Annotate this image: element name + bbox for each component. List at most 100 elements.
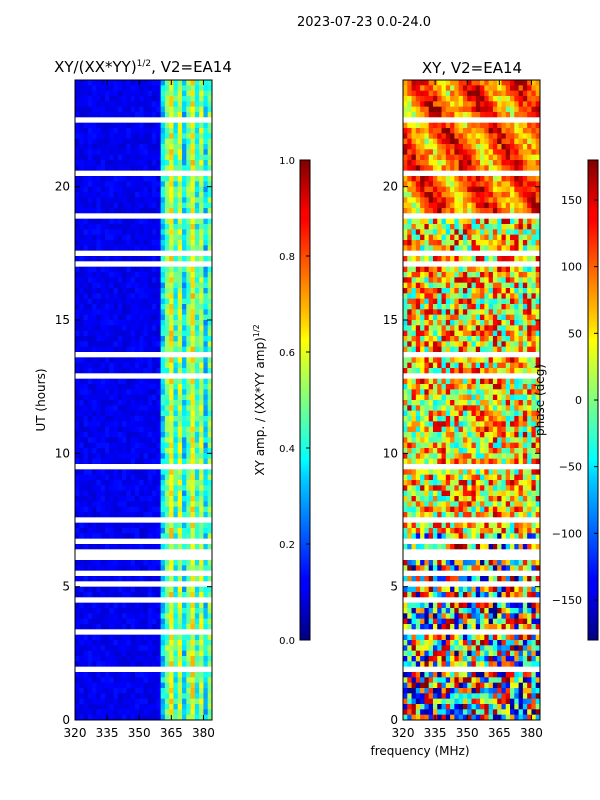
heatmap-cell: [203, 314, 209, 321]
heatmap-cell: [156, 400, 162, 406]
heatmap-cell: [199, 592, 204, 598]
heatmap-cell: [79, 400, 84, 406]
heatmap-cell: [492, 181, 498, 188]
heatmap-cell: [117, 117, 123, 124]
heatmap-cell: [164, 378, 170, 385]
heatmap-cell: [194, 640, 200, 646]
heatmap-cell: [87, 602, 93, 609]
heatmap-cell: [92, 117, 97, 124]
heatmap-cell: [117, 682, 123, 689]
heatmap-cell: [126, 421, 132, 428]
heatmap-cell: [109, 597, 114, 604]
heatmap-cell: [83, 634, 89, 641]
heatmap-cell: [143, 474, 149, 481]
heatmap-cell: [527, 202, 532, 209]
heatmap-cell: [186, 576, 191, 582]
heatmap-cell: [122, 122, 127, 129]
heatmap-cell: [169, 384, 174, 390]
heatmap-cell: [450, 165, 455, 172]
heatmap-cell: [130, 293, 136, 300]
heatmap-cell: [100, 426, 106, 433]
heatmap-cell: [471, 96, 477, 102]
heatmap-cell: [203, 176, 209, 182]
heatmap-cell: [160, 640, 166, 646]
heatmap-cell: [152, 277, 157, 284]
heatmap-cell: [79, 144, 84, 150]
heatmap-cell: [411, 170, 417, 177]
heatmap-cell: [186, 112, 191, 118]
heatmap-cell: [437, 133, 442, 140]
heatmap-cell: [113, 250, 119, 257]
heatmap-cell: [432, 149, 438, 156]
heatmap-cell: [199, 293, 204, 300]
heatmap-cell: [177, 570, 183, 577]
heatmap-cell: [109, 394, 114, 401]
heatmap-cell: [462, 112, 468, 118]
heatmap-cell: [87, 176, 93, 182]
heatmap-cell: [160, 85, 166, 92]
heatmap-cell: [164, 266, 170, 273]
heatmap-cell: [147, 368, 153, 374]
heatmap-cell: [471, 128, 477, 134]
heatmap-cell: [122, 170, 127, 177]
heatmap-cell: [109, 549, 114, 556]
heatmap-cell: [203, 112, 209, 118]
heatmap-cell: [147, 181, 153, 188]
heatmap-cell: [83, 117, 89, 124]
heatmap-cell: [83, 240, 89, 246]
heatmap-cell: [152, 384, 157, 390]
heatmap-cell: [117, 608, 123, 614]
heatmap-cell: [79, 693, 84, 700]
heatmap-cell: [130, 634, 136, 641]
heatmap-cell: [143, 405, 149, 412]
heatmap-cell: [454, 112, 460, 118]
heatmap-cell: [126, 213, 132, 220]
heatmap-cell: [100, 464, 106, 470]
heatmap-cell: [79, 378, 84, 385]
heatmap-cell: [203, 608, 209, 614]
heatmap-cell: [186, 144, 191, 150]
heatmap-cell: [104, 554, 110, 561]
heatmap-cell: [458, 186, 464, 193]
heatmap-cell: [87, 352, 93, 358]
heatmap-cell: [194, 576, 200, 582]
heatmap-cell: [437, 128, 442, 134]
heatmap-cell: [480, 122, 485, 129]
heatmap-cell: [411, 149, 417, 156]
heatmap-cell: [126, 416, 132, 422]
heatmap-cell: [194, 693, 200, 700]
heatmap-cell: [75, 149, 80, 156]
heatmap-cell: [134, 581, 140, 588]
heatmap-cell: [75, 512, 80, 518]
heatmap-cell: [152, 597, 157, 604]
heatmap-cell: [152, 176, 157, 182]
heatmap-cell: [147, 106, 153, 113]
heatmap-cell: [152, 586, 157, 593]
heatmap-cell: [139, 229, 144, 236]
heatmap-cell: [462, 213, 468, 220]
heatmap-cell: [484, 122, 490, 129]
heatmap-cell: [139, 165, 144, 172]
heatmap-cell: [147, 544, 153, 550]
heatmap-cell: [535, 128, 541, 134]
heatmap-cell: [164, 362, 170, 369]
heatmap-cell: [194, 277, 200, 284]
heatmap-cell: [182, 293, 187, 300]
heatmap-cell: [177, 336, 183, 342]
heatmap-cell: [518, 165, 524, 172]
heatmap-cell: [109, 581, 114, 588]
heatmap-cell: [177, 586, 183, 593]
heatmap-cell: [100, 661, 106, 668]
heatmap-cell: [147, 272, 153, 278]
heatmap-cell: [113, 688, 119, 694]
heatmap-cell: [126, 645, 132, 652]
heatmap-cell: [173, 613, 179, 620]
heatmap-cell: [152, 666, 157, 673]
heatmap-cell: [501, 213, 507, 220]
heatmap-cell: [186, 565, 191, 572]
heatmap-cell: [518, 229, 524, 236]
heatmap-cell: [134, 629, 140, 636]
heatmap-cell: [445, 85, 451, 92]
heatmap-cell: [109, 197, 114, 204]
heatmap-cell: [87, 250, 93, 257]
